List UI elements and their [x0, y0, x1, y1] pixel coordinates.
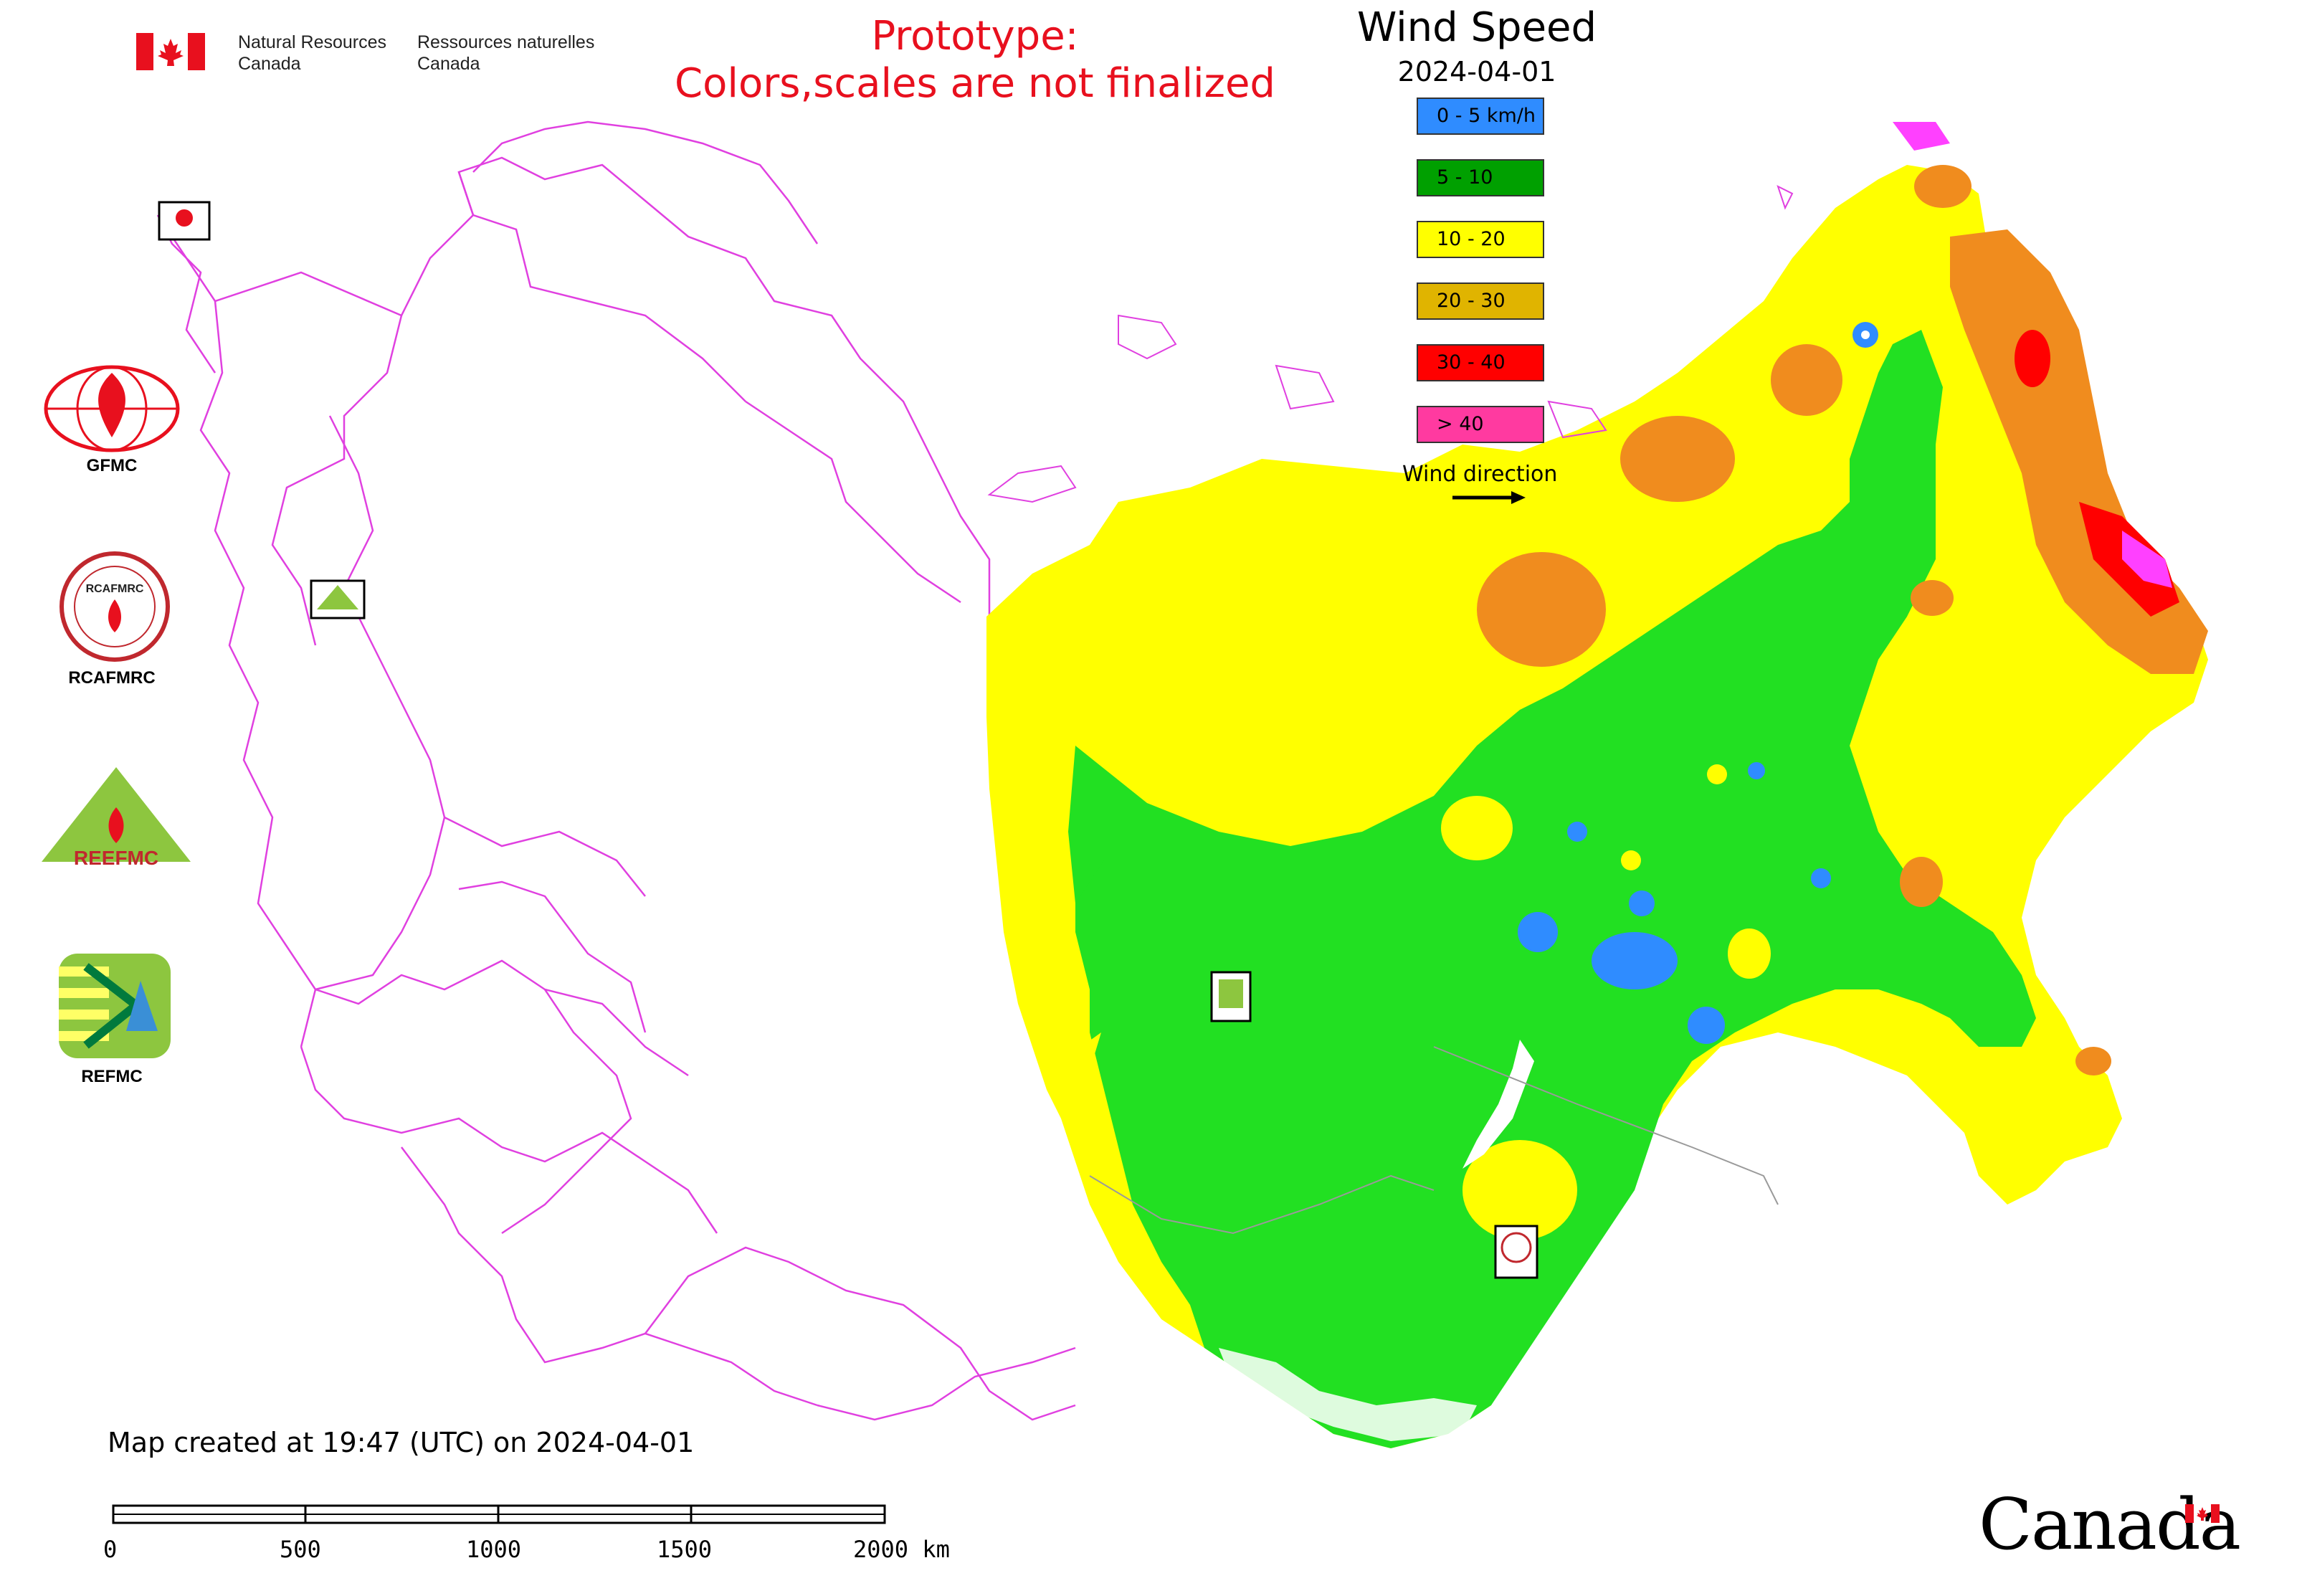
rcafmrc-station-marker — [1494, 1225, 1538, 1279]
scale-label-2000: 2000 km — [853, 1536, 950, 1563]
organization-logos: GFMC RCAFMRC RCAFMRC REEFMC REFMC — [37, 358, 195, 1104]
legend-item-3: 20 - 30 — [1417, 282, 1544, 320]
refmc-logo-icon — [59, 954, 171, 1058]
canada-wordmark-flag-icon — [2185, 1504, 2220, 1523]
prototype-line1: Prototype: — [871, 13, 1079, 60]
canada-flag-icon — [136, 33, 205, 70]
legend-item-2: 10 - 20 — [1417, 221, 1544, 258]
scale-label-0: 0 — [103, 1536, 118, 1563]
arctic-islands — [987, 185, 1794, 503]
station-markers — [158, 201, 1538, 1279]
agency-fr-line1: Ressources naturelles — [417, 32, 595, 52]
map-title: Wind Speed — [1356, 4, 1597, 51]
refmc-label: REFMC — [81, 1067, 143, 1086]
svg-text:REEFMC: REEFMC — [74, 847, 158, 869]
wind-direction-arrow-icon — [1452, 491, 1526, 504]
gfmc-station-marker — [158, 201, 211, 241]
canada-wordmark-text: Canada — [1979, 1484, 2241, 1566]
map-date: 2024-04-01 — [1397, 56, 1556, 87]
rcafmrc-logo-icon: RCAFMRC — [60, 551, 170, 662]
legend-item-5: > 40 — [1417, 406, 1544, 443]
scale-bar: 0 500 1000 1500 2000 km — [103, 1504, 968, 1576]
nrcan-signature: Natural Resources Canada Ressources natu… — [136, 32, 595, 75]
prototype-notice: Prototype: Colors,scales are not finaliz… — [645, 13, 1305, 108]
wind-direction-label: Wind direction — [1402, 462, 1558, 487]
reefmc-logo-icon: REEFMC — [42, 767, 191, 869]
legend-item-1: 5 - 10 — [1417, 159, 1544, 196]
rcafmrc-label: RCAFMRC — [68, 668, 156, 688]
refmc-station-marker — [1210, 971, 1252, 1022]
scale-label-1000: 1000 — [466, 1536, 522, 1563]
prototype-line2: Colors,scales are not finalized — [675, 60, 1275, 107]
agency-fr-line2: Canada — [417, 54, 480, 74]
neighbor-country-borders — [156, 120, 1076, 1421]
agency-en-line1: Natural Resources — [238, 32, 387, 52]
gfmc-label: GFMC — [86, 456, 138, 475]
scale-bar-graphic — [112, 1504, 886, 1524]
russia-map-shape — [986, 122, 2208, 1448]
gfmc-logo-icon — [44, 365, 180, 452]
agency-en-line2: Canada — [238, 54, 301, 74]
legend-item-0: 0 - 5 km/h — [1417, 98, 1544, 135]
svg-text:RCAFMRC: RCAFMRC — [86, 583, 144, 595]
map-created-text: Map created at 19:47 (UTC) on 2024-04-01 — [108, 1427, 695, 1458]
canada-wordmark: Canada — [1979, 1484, 2241, 1570]
scale-label-1500: 1500 — [657, 1536, 713, 1563]
reefmc-station-marker — [310, 579, 366, 619]
legend-item-4: 30 - 40 — [1417, 344, 1544, 381]
scale-label-500: 500 — [280, 1536, 321, 1563]
